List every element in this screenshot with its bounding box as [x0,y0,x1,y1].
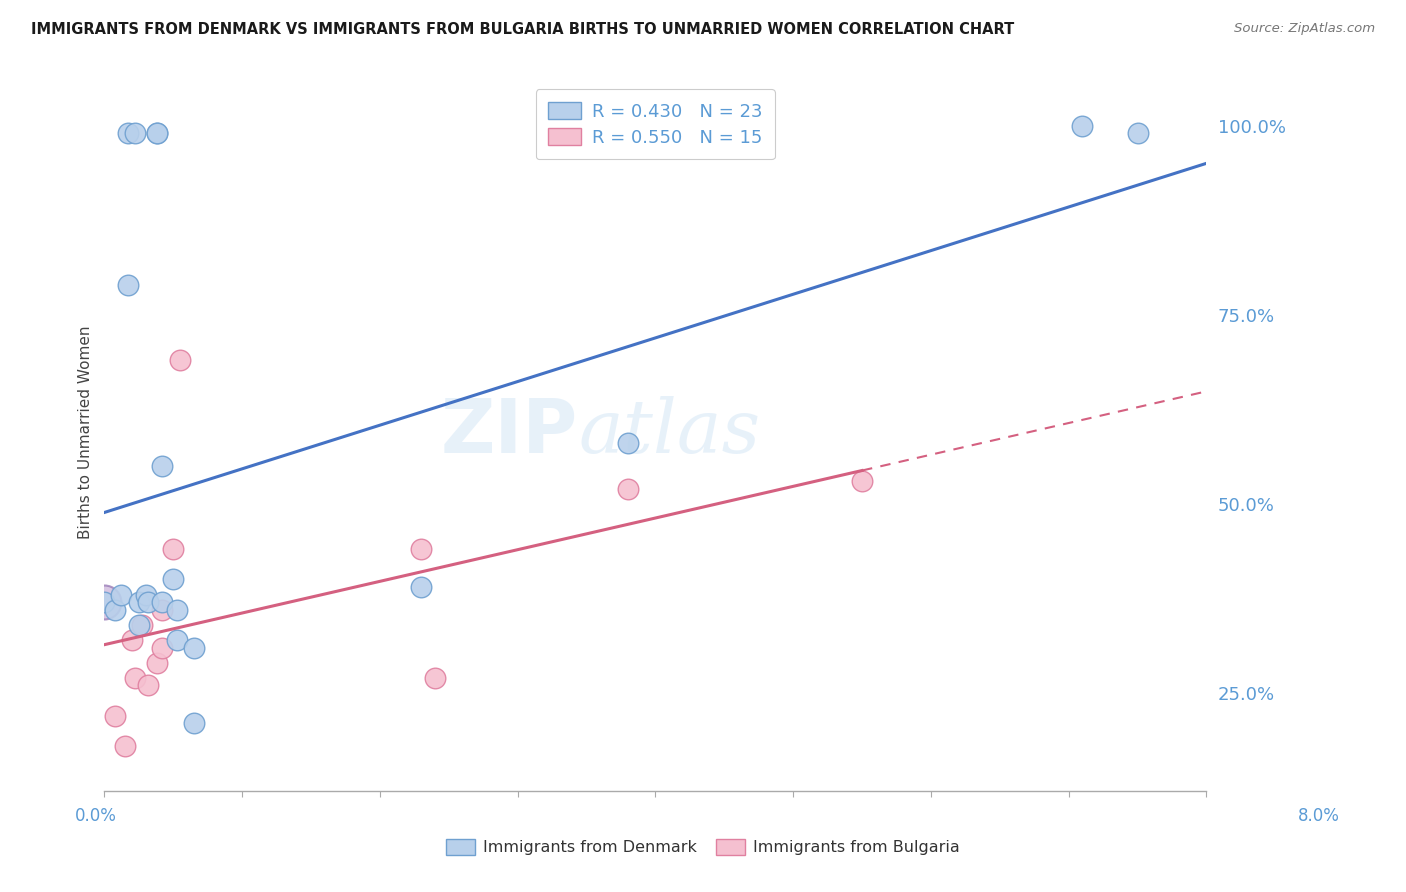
Point [128,595,150,609]
Point [128,618,150,632]
Point [1071,119,1094,133]
Point [162,542,184,557]
Point [124,127,146,141]
Point [135,588,157,602]
Point [183,640,205,655]
Text: atlas: atlas [578,396,761,468]
Point [169,353,191,368]
Text: 0.0%: 0.0% [75,807,117,825]
Point [93,595,115,609]
Point [617,482,640,496]
Point [183,716,205,731]
Text: ZIP: ZIP [441,395,578,468]
Point [138,678,160,692]
Point [145,127,167,141]
Point [131,618,153,632]
Point [162,573,184,587]
Point [617,436,640,450]
Point [138,595,160,609]
Point [411,580,433,594]
Point [1126,127,1149,141]
Point [114,739,136,753]
Point [121,632,143,647]
Point [150,640,173,655]
Point [423,671,446,685]
Point [93,595,115,609]
Point [150,603,173,617]
Text: 8.0%: 8.0% [1298,807,1340,825]
Point [124,671,146,685]
Y-axis label: Births to Unmarried Women: Births to Unmarried Women [79,326,93,539]
Legend: Immigrants from Denmark, Immigrants from Bulgaria: Immigrants from Denmark, Immigrants from… [440,833,966,862]
Point [117,127,139,141]
Text: Source: ZipAtlas.com: Source: ZipAtlas.com [1234,22,1375,36]
Point [104,708,127,723]
Point [104,603,127,617]
Point [110,588,132,602]
Point [150,595,173,609]
Point [150,459,173,474]
Point [851,474,873,488]
Point [166,603,188,617]
Text: IMMIGRANTS FROM DENMARK VS IMMIGRANTS FROM BULGARIA BIRTHS TO UNMARRIED WOMEN CO: IMMIGRANTS FROM DENMARK VS IMMIGRANTS FR… [31,22,1014,37]
Point [145,127,167,141]
Point [411,542,433,557]
Legend: R = 0.430   N = 23, R = 0.550   N = 15: R = 0.430 N = 23, R = 0.550 N = 15 [536,89,775,160]
Point [117,277,139,292]
Point [145,656,167,670]
Point [166,632,188,647]
